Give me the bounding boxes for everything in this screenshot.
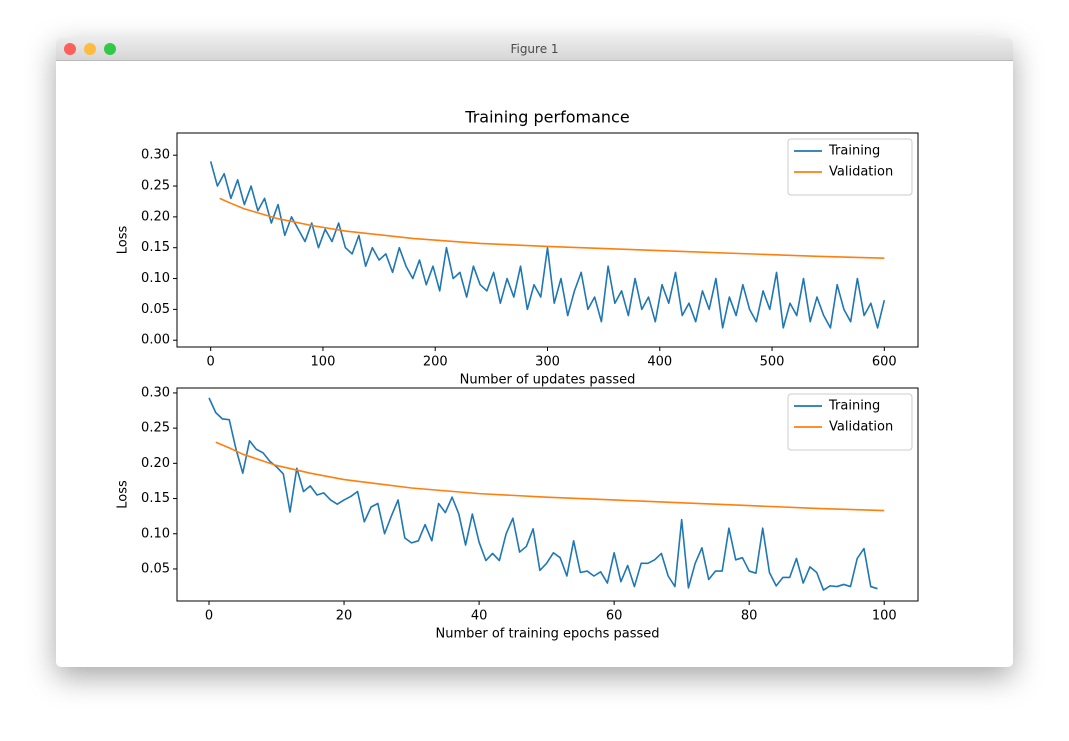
x-tick-label: 60 — [606, 609, 623, 624]
legend-label: Training — [828, 399, 880, 414]
x-tick-label: 100 — [872, 609, 897, 624]
series-line — [215, 441, 885, 512]
y-tick-label: 0.10 — [141, 526, 170, 541]
x-axis-label: Number of training epochs passed — [435, 627, 659, 642]
x-tick-label: 0 — [207, 355, 215, 370]
series-line — [208, 397, 878, 591]
close-button[interactable] — [64, 43, 76, 55]
x-axis-label: Number of updates passed — [460, 373, 636, 388]
series-line — [219, 197, 885, 259]
legend-label: Validation — [829, 165, 893, 180]
series-line — [209, 161, 886, 329]
y-axis-label: Loss — [116, 480, 131, 509]
x-tick-label: 100 — [311, 355, 336, 370]
legend-label: Validation — [829, 420, 893, 435]
minimize-button[interactable] — [84, 43, 96, 55]
zoom-button[interactable] — [104, 43, 116, 55]
axes-frame — [176, 387, 919, 602]
legend-label: Training — [828, 144, 880, 159]
y-tick-label: 0.15 — [141, 240, 170, 255]
title-bar: Figure 1 — [56, 38, 1013, 61]
legend-box — [787, 393, 913, 451]
x-tick-label: 80 — [741, 609, 758, 624]
window: Figure 1 Training perfomance 0.00 0.05 0.10… — [56, 38, 1013, 667]
figure: Training perfomance 0.00 0.05 0.10 0.15 0.20 0… — [116, 108, 919, 642]
axes-frame — [176, 132, 919, 348]
y-tick-label: 0.00 — [141, 333, 170, 348]
y-tick-label: 0.20 — [141, 209, 170, 224]
y-tick-label: 0.10 — [141, 271, 170, 286]
y-tick-label: 0.30 — [141, 385, 170, 400]
x-tick-label: 300 — [535, 355, 560, 370]
y-tick-label: 0.25 — [141, 179, 170, 194]
legend-box — [787, 138, 913, 196]
y-tick-label: 0.25 — [141, 421, 170, 436]
x-tick-label: 500 — [760, 355, 785, 370]
x-tick-label: 40 — [471, 609, 488, 624]
y-tick-label: 0.30 — [141, 148, 170, 163]
window-title: Figure 1 — [510, 42, 559, 56]
x-tick-label: 600 — [872, 355, 897, 370]
y-tick-label: 0.05 — [141, 302, 170, 317]
y-axis-label: Loss — [116, 226, 131, 255]
x-tick-label: 200 — [423, 355, 448, 370]
y-tick-label: 0.15 — [141, 491, 170, 506]
y-tick-label: 0.20 — [141, 456, 170, 471]
x-tick-label: 400 — [647, 355, 672, 370]
chart-title: Training perfomance — [464, 108, 629, 127]
x-tick-label: 0 — [205, 609, 213, 624]
y-tick-label: 0.05 — [141, 561, 170, 576]
x-tick-label: 20 — [336, 609, 353, 624]
